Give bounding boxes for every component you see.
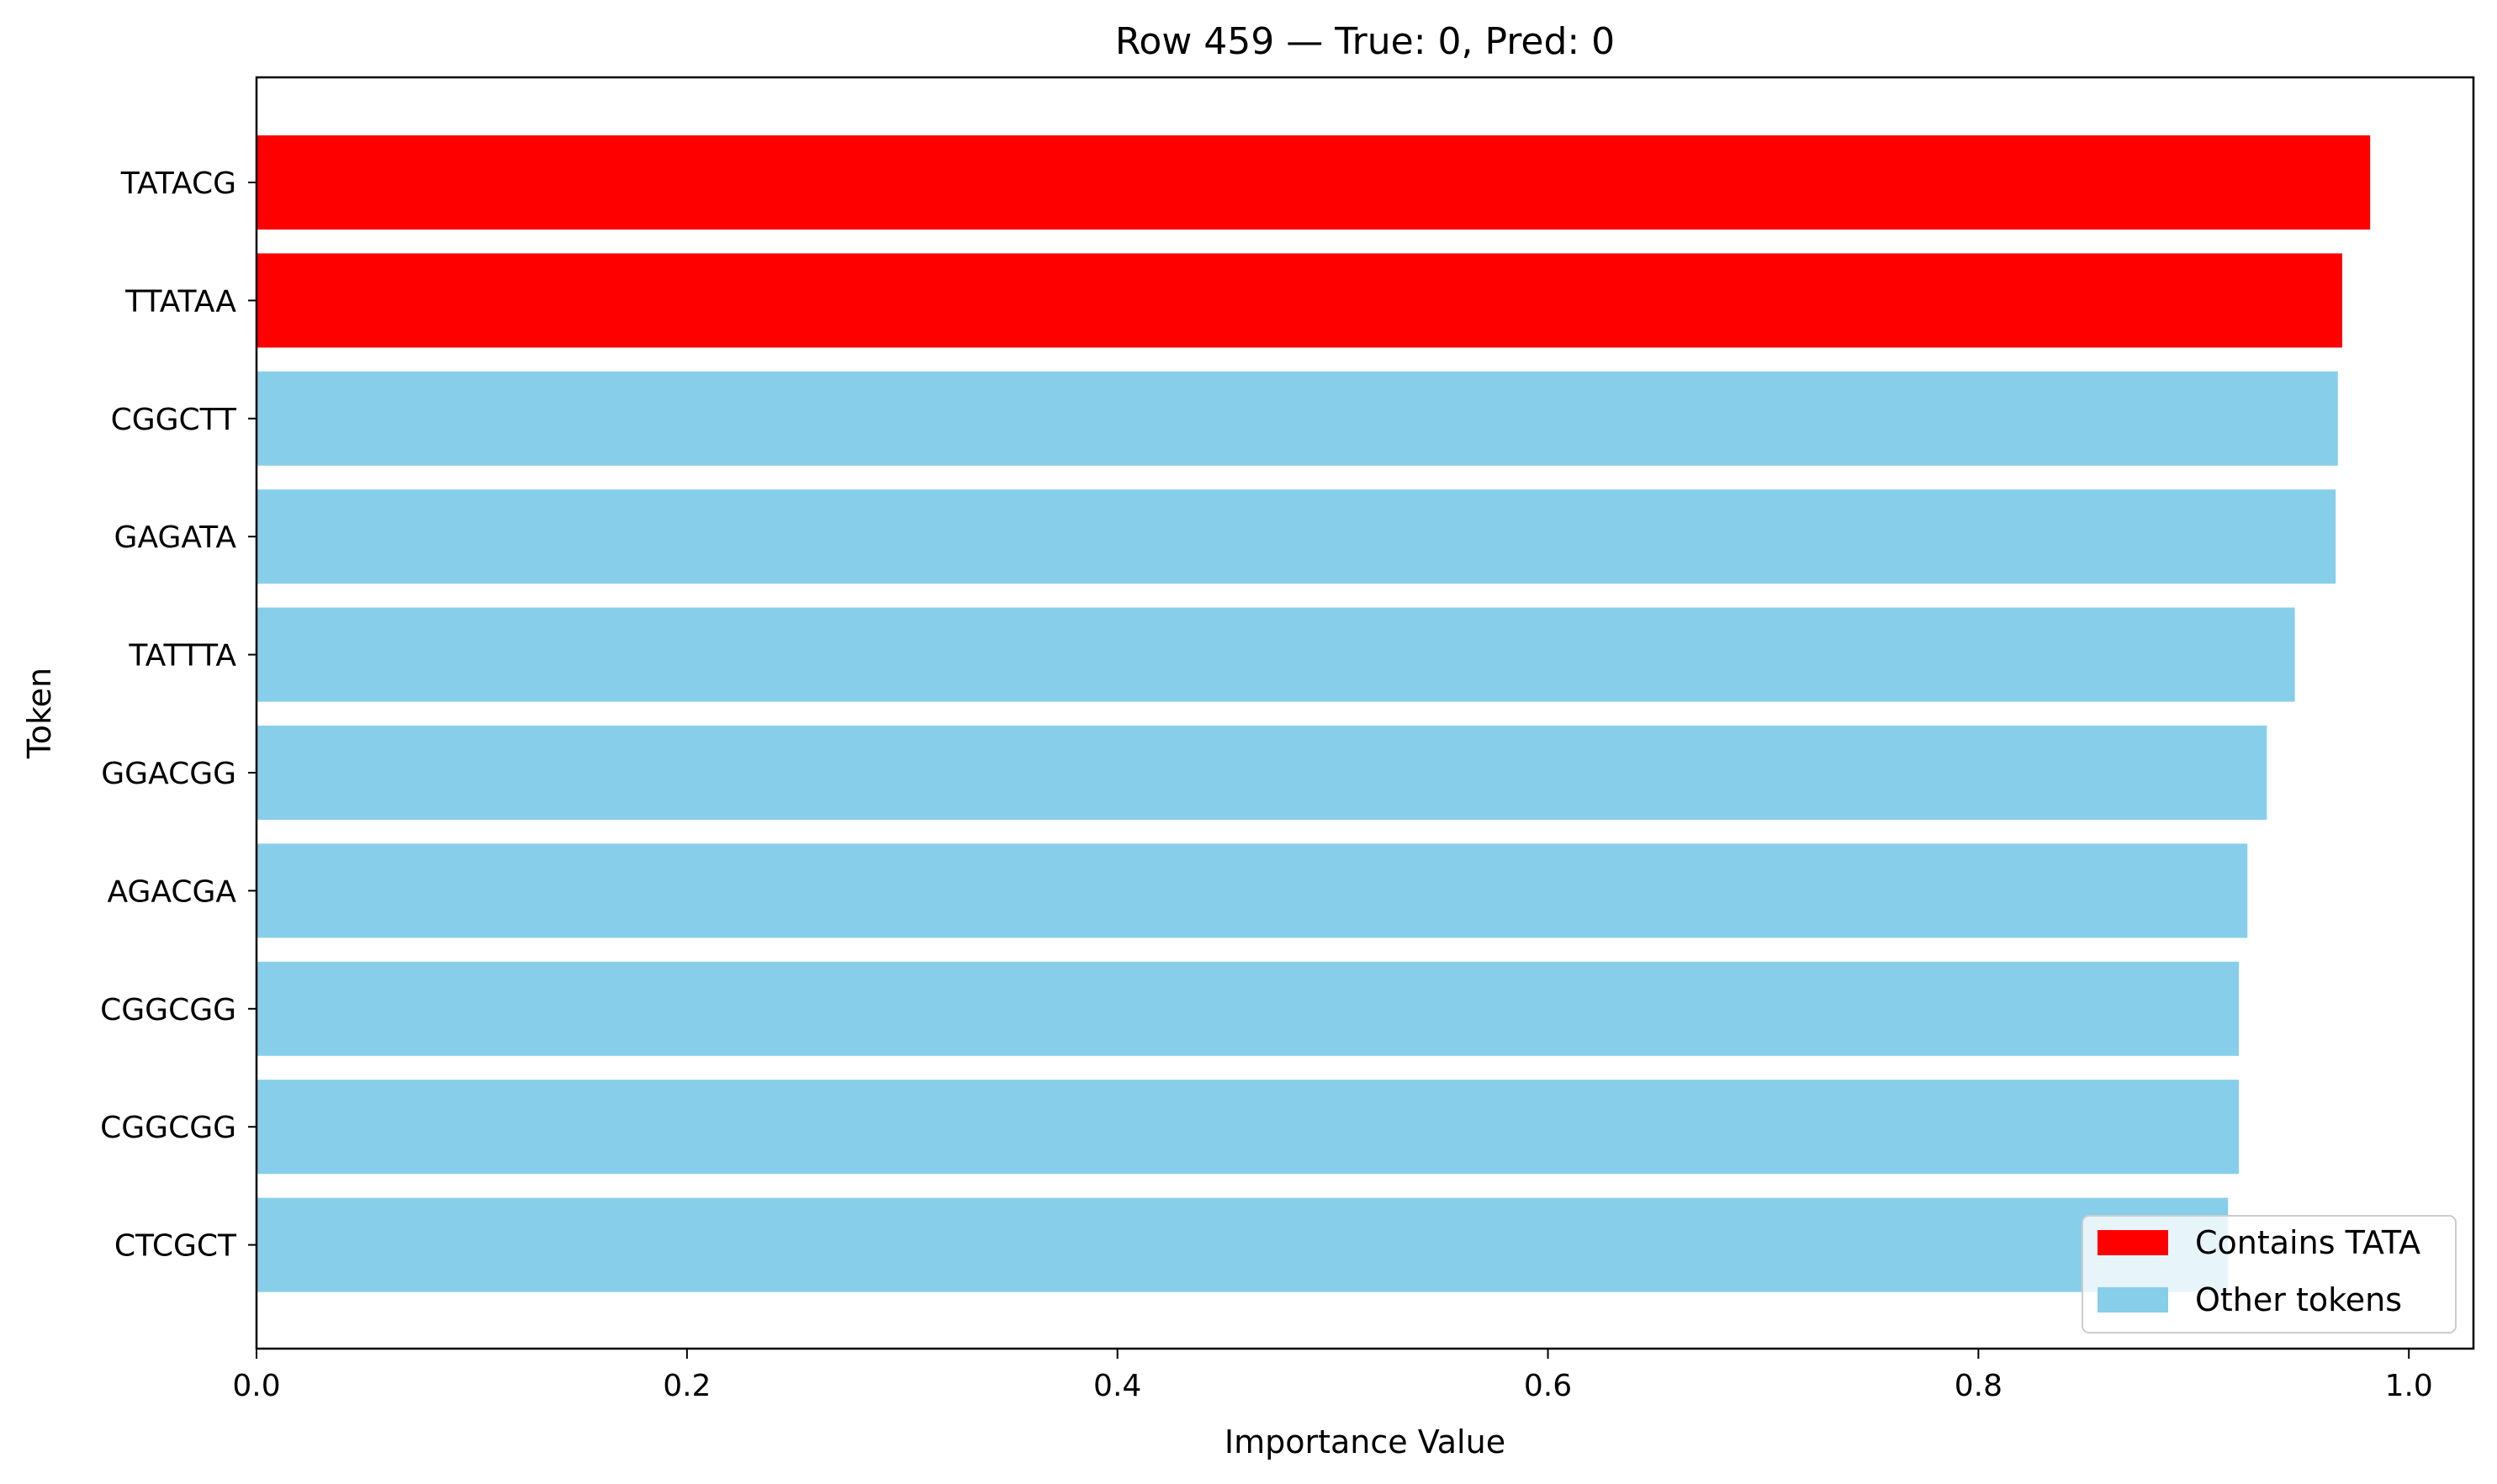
x-tick-label: 1.0 <box>2385 1369 2433 1403</box>
x-tick-label: 0.2 <box>663 1369 711 1403</box>
bar-ttataa <box>257 253 2342 348</box>
y-tick-label: CTCGCT <box>114 1229 237 1264</box>
bars-layer <box>257 135 2371 1292</box>
y-tick-label: TATTTA <box>128 639 236 673</box>
legend-swatch-other-tokens <box>2098 1287 2168 1312</box>
bar-cggcgg <box>257 961 2240 1056</box>
y-tick-label: GAGATA <box>114 520 237 555</box>
y-tick-label: TTATAA <box>124 284 236 319</box>
y-tick-label: GGACGG <box>101 757 236 791</box>
chart-title: Row 459 — True: 0, Pred: 0 <box>1115 20 1615 63</box>
bar-ctcgct <box>257 1197 2229 1292</box>
legend-swatch-contains-tata <box>2098 1230 2168 1255</box>
bar-cggctt <box>257 371 2338 466</box>
legend-label-other-tokens: Other tokens <box>2195 1281 2402 1318</box>
bar-gagata <box>257 489 2336 584</box>
legend-frame <box>2082 1215 2457 1333</box>
plot-frame <box>255 76 2475 1350</box>
x-tick-label: 0.6 <box>1524 1369 1572 1403</box>
bar-cggcgg <box>257 1080 2240 1175</box>
x-ticks: 0.0 0.2 0.4 0.6 0.8 1.0 <box>232 1349 2433 1403</box>
y-tick-label: TATACG <box>120 166 236 201</box>
y-tick-label: AGACGA <box>107 874 236 909</box>
y-tick-label: CGGCGG <box>100 1111 236 1145</box>
y-tick-label: CGGCGG <box>100 993 236 1027</box>
y-ticks: TATACG TTATAA CGGCTT GAGATA TATTTA GGACGG AGAC… <box>100 166 257 1264</box>
legend-label-contains-tata: Contains TATA <box>2195 1224 2420 1261</box>
x-tick-label: 0.4 <box>1093 1369 1141 1403</box>
y-tick-label: CGGCTT <box>111 403 237 437</box>
bar-tatacg <box>257 135 2371 230</box>
x-axis-title: Importance Value <box>1225 1423 1505 1460</box>
x-tick-label: 0.0 <box>232 1369 280 1403</box>
bar-tattta <box>257 607 2295 702</box>
bar-ggacgg <box>257 726 2267 820</box>
x-tick-label: 0.8 <box>1955 1369 2002 1403</box>
legend: Contains TATA Other tokens <box>2082 1215 2457 1333</box>
y-axis-title: Token <box>21 668 58 759</box>
bar-agacga <box>257 843 2248 938</box>
